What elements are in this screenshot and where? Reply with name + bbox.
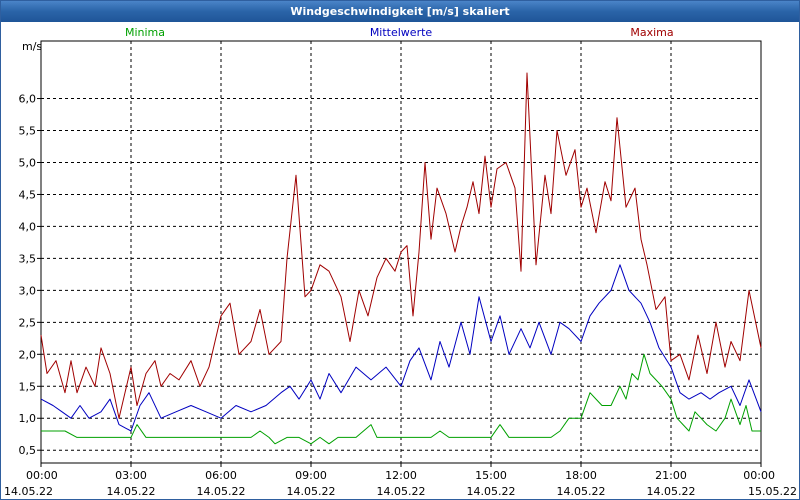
y-tick-label: 0,5 [19, 444, 37, 457]
y-axis-label: m/s [22, 40, 42, 53]
window-title: Windgeschwindigkeit [m/s] skaliert [1, 1, 799, 22]
x-tick-time: 18:00 [565, 469, 597, 482]
y-tick-label: 6,0 [19, 93, 37, 106]
x-tick-date: 14.05.22 [647, 485, 696, 498]
x-tick-time: 21:00 [655, 469, 687, 482]
x-tick-time: 00:00 [26, 469, 58, 482]
x-tick-date: 14.05.22 [287, 485, 336, 498]
y-tick-label: 4,5 [19, 188, 37, 201]
y-axis-ticks: 0,5 1,0 1,5 2,0 2,5 3,0 3,5 4,0 4,5 5,0 5,5 6,0 [19, 93, 41, 457]
y-tick-label: 2,0 [19, 348, 37, 361]
x-tick-date: 14.05.22 [197, 485, 246, 498]
y-tick-label: 3,5 [19, 252, 37, 265]
x-tick-time: 09:00 [295, 469, 327, 482]
series-line-minima [41, 353, 761, 445]
legend: Minima Mittelwerte Maxima [125, 26, 674, 39]
x-tick-date: 14.05.22 [557, 485, 606, 498]
y-tick-label: 5,0 [19, 156, 37, 169]
y-tick-label: 3,0 [19, 284, 37, 297]
legend-maxima: Maxima [630, 26, 673, 39]
series-layer [40, 72, 762, 445]
x-tick-time: 06:00 [205, 469, 237, 482]
legend-minima: Minima [125, 26, 165, 39]
y-tick-label: 4,0 [19, 220, 37, 233]
legend-mittelwerte: Mittelwerte [370, 26, 433, 39]
x-axis-ticks: 00:00 14.05.22 03:00 14.05.22 06:00 14.05.22 0… [4, 463, 797, 498]
grid-lines [41, 41, 761, 463]
x-tick-date: 14.05.22 [467, 485, 516, 498]
y-tick-label: 2,5 [19, 316, 37, 329]
y-tick-label: 1,5 [19, 380, 37, 393]
series-line-maxima [40, 72, 762, 419]
y-tick-label: 1,0 [19, 412, 37, 425]
x-tick-date: 14.05.22 [107, 485, 156, 498]
x-tick-time: 00:00 [743, 469, 775, 482]
x-tick-time: 12:00 [385, 469, 417, 482]
x-tick-time: 03:00 [115, 469, 147, 482]
series-line-mittelwerte [40, 264, 762, 432]
x-tick-date: 14.05.22 [377, 485, 426, 498]
y-tick-label: 5,5 [19, 125, 37, 138]
x-tick-time: 15:00 [475, 469, 507, 482]
x-tick-date: 14.05.22 [4, 485, 53, 498]
x-tick-date: 15.05.22 [748, 485, 797, 498]
